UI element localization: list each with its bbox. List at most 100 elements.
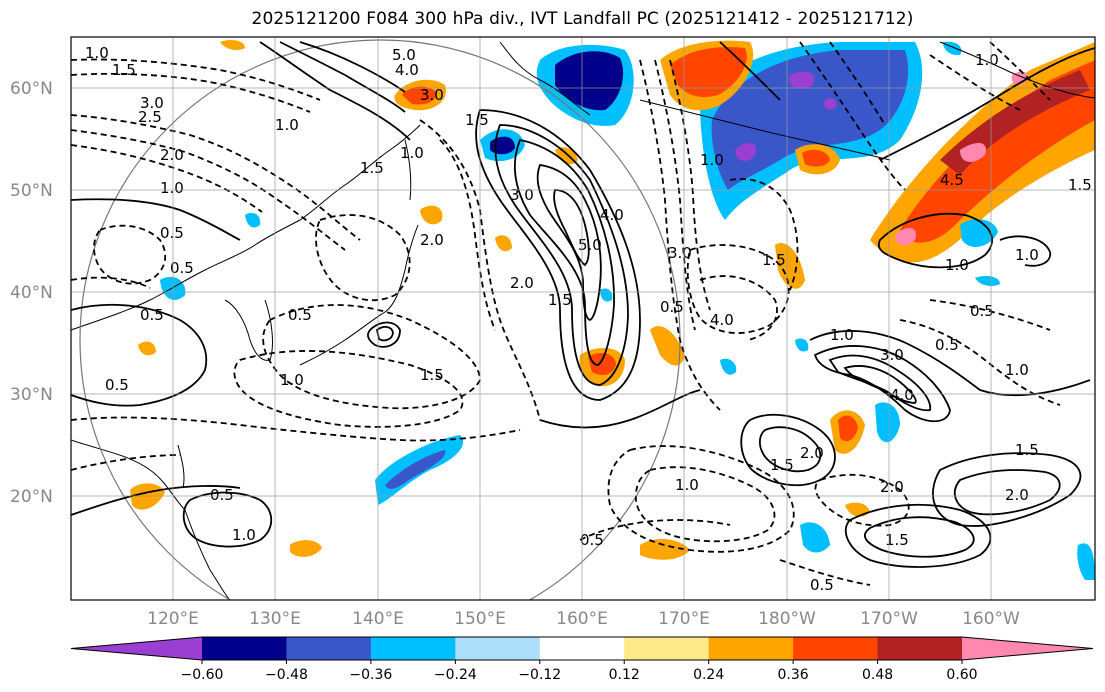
contour-label: 0.5	[935, 336, 959, 354]
dashed-contour-26	[799, 41, 906, 191]
dashed-contour-24	[899, 319, 1061, 406]
dashed-contour-15	[669, 59, 711, 311]
colorbar-tick-label: −0.24	[434, 667, 477, 683]
colorbar-segment	[539, 637, 625, 660]
contour-label: 1.0	[700, 151, 724, 169]
negative-shading-blob9	[795, 338, 809, 352]
coastline-asia-mainland	[71, 124, 421, 331]
lat-label: 20°N	[10, 487, 53, 507]
lon-label: 130°E	[249, 609, 301, 629]
contour-label: 4.5	[940, 171, 964, 189]
dashed-contour-23	[814, 473, 910, 527]
contour-label: 0.5	[170, 259, 194, 277]
negative-shading-blob8	[720, 358, 737, 375]
solid-contour-15	[953, 469, 1061, 516]
colorbar-tick-label: −0.60	[181, 667, 224, 683]
dashed-contour-6	[315, 214, 411, 302]
solid-contour-4	[536, 164, 602, 321]
dashed-contour-2	[71, 72, 311, 113]
contour-label: 3.0	[510, 186, 534, 204]
solid-contour-16	[259, 41, 411, 141]
dashed-contour-28	[989, 41, 1051, 101]
positive-shading-blob1-core	[402, 86, 437, 105]
solid-contour-12	[844, 503, 992, 568]
dashed-contour-8	[233, 350, 464, 428]
contour-label: 0.5	[970, 302, 994, 320]
contour-label: 1.0	[160, 179, 184, 197]
solid-contour-17	[279, 41, 406, 113]
dashed-contour-25	[929, 299, 1051, 331]
dashed-contour-29	[929, 54, 1021, 111]
positive-shading-bering-core	[670, 46, 747, 97]
dashed-contour-5	[71, 144, 263, 213]
colorbar-tick-label: −0.48	[265, 667, 308, 683]
positive-shading-blob7-core	[838, 415, 858, 442]
negative-shading-np-purple3	[824, 98, 837, 110]
contour-label: 1.0	[1015, 246, 1039, 264]
contour-label: 0.5	[105, 376, 129, 394]
lon-label: 150°E	[454, 609, 506, 629]
positive-shading-blob14	[495, 235, 512, 252]
contour-label: 0.5	[140, 306, 164, 324]
coastline-japan	[299, 224, 419, 366]
dashed-contour-9	[71, 416, 521, 442]
solid-contour-21	[182, 491, 273, 548]
lon-label: 120°E	[147, 609, 199, 629]
contour-labels: 1.0 1.5 2.5 3.0 2.0 1.0 0.5 0.5 0.5 1.0 …	[85, 44, 1092, 594]
contour-label: 2.0	[510, 274, 534, 292]
contour-label: 0.5	[160, 224, 184, 242]
contour-label: 0.5	[810, 576, 834, 594]
dashed-contour-12	[439, 139, 496, 331]
positive-shading-blob9	[290, 540, 322, 557]
coastline-alaska	[939, 41, 1095, 99]
colorbar-segment	[793, 637, 879, 660]
colorbar-tick-label: 0.48	[862, 667, 893, 683]
negative-shading-np-purple2	[789, 71, 815, 89]
solid-contour-20	[71, 303, 208, 407]
dashed-contour-13	[639, 59, 721, 411]
contour-label: 1.5	[360, 159, 384, 177]
negative-shading-blob11	[975, 276, 1000, 286]
solid-contour-26	[999, 235, 1052, 267]
dashed-contour-18	[729, 178, 799, 291]
coastline-aleutians	[639, 99, 891, 161]
colorbar-segment	[286, 637, 372, 660]
contour-label: 0.5	[288, 306, 312, 324]
coastline-kamchatka	[499, 41, 591, 116]
negative-shading-blob3	[960, 219, 998, 247]
solid-contour-29	[879, 47, 1095, 161]
negative-shading-kamchatka-core	[555, 51, 624, 111]
contour-label: 1.0	[975, 51, 999, 69]
contour-label: 0.5	[580, 531, 604, 549]
contour-label: 4.0	[395, 61, 419, 79]
dashed-contour-22	[779, 559, 871, 586]
positive-shading-blob6-core	[802, 149, 830, 167]
colorbar-segment	[708, 637, 794, 660]
dashed-contour-3	[71, 114, 361, 241]
contour-label: 1.0	[1005, 361, 1029, 379]
map-title: 2025121200 F084 300 hPa div., IVT Landfa…	[251, 9, 914, 29]
contour-label: 5.0	[392, 46, 416, 64]
coastline-china-south	[71, 439, 186, 511]
solid-contour-23	[367, 321, 401, 348]
dashed-contour-27	[829, 41, 886, 126]
colorbar-segment	[624, 637, 710, 660]
coastlines	[71, 41, 1095, 600]
contour-label: 4.0	[710, 311, 734, 329]
colorbar-tick-label: 0.12	[609, 667, 640, 683]
contour-label: 3.0	[420, 86, 444, 104]
dashed-contour-10	[71, 454, 181, 471]
lon-label: 140°E	[352, 609, 404, 629]
contour-label: 1.0	[85, 44, 109, 62]
dashed-contour-4	[71, 129, 346, 251]
lat-label: 40°N	[10, 283, 53, 303]
dashed-contour-17	[699, 275, 778, 341]
colorbar-tick-label: 0.60	[946, 667, 977, 683]
negative-shading-blob4	[875, 402, 900, 443]
lon-label: 160°E	[556, 609, 608, 629]
contour-label: 0.5	[210, 486, 234, 504]
contour-label: 3.0	[668, 244, 692, 262]
contour-label: 1.0	[280, 371, 304, 389]
dashed-contour-21	[579, 519, 731, 541]
